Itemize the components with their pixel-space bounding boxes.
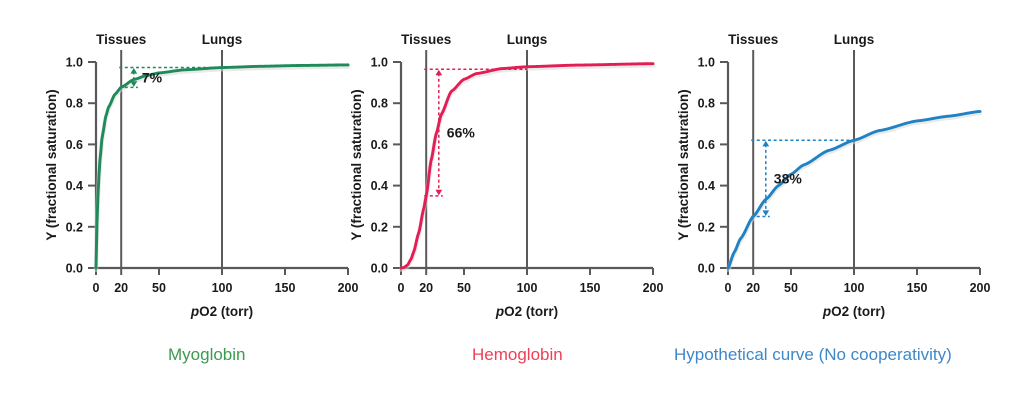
marker-label-lungs: Lungs — [834, 32, 875, 47]
y-tick-label: 0.2 — [371, 220, 388, 234]
caption-hemoglobin: Hemoglobin — [472, 345, 563, 364]
annotation-label: 7% — [142, 69, 163, 85]
axes-group: 0 20 50 100 150 200 0.0 0.2 0.4 0.6 0.8 1.0 — [66, 56, 359, 296]
y-tick-label: 1.0 — [371, 56, 388, 70]
x-axis-label: pO2 (torr) — [495, 304, 558, 319]
y-tick-label: 0.2 — [698, 220, 715, 234]
x-tick-label: 0 — [725, 281, 732, 295]
x-axis-label-italic: p — [495, 304, 504, 319]
x-tick-label: 20 — [114, 281, 128, 295]
x-tick-label: 200 — [338, 281, 359, 295]
y-tick-label: 0.6 — [66, 138, 83, 152]
caption-hypothetical: Hypothetical curve (No cooperativity) — [674, 345, 952, 364]
y-axis-label: Y (fractional saturation) — [349, 89, 364, 240]
y-tick-label: 0.4 — [698, 179, 715, 193]
captions-row: Myoglobin Hemoglobin Hypothetical curve … — [0, 340, 1014, 380]
y-tick-label: 0.4 — [371, 179, 388, 193]
annotation-label: 38% — [774, 170, 803, 186]
marker-label-tissues: Tissues — [96, 32, 146, 47]
y-tick-label: 0.6 — [698, 138, 715, 152]
x-axis-label-rest: O2 (torr) — [831, 304, 885, 319]
caption-myoglobin: Myoglobin — [168, 345, 246, 364]
annotation-label: 66% — [447, 125, 476, 141]
x-tick-label: 20 — [746, 281, 760, 295]
x-tick-label: 50 — [457, 281, 471, 295]
marker-label-lungs: Lungs — [202, 32, 243, 47]
annotation-arrowhead-down — [435, 189, 443, 196]
annotation-arrowhead-up — [130, 68, 138, 74]
x-tick-label: 200 — [643, 281, 664, 295]
x-axis-label-rest: O2 (torr) — [199, 304, 253, 319]
axes-group: 0 20 50 100 150 200 0.0 0.2 0.4 0.6 0.8 1.0 — [371, 56, 664, 296]
x-axis-label: pO2 (torr) — [190, 304, 253, 319]
charts-container: 0 20 50 100 150 200 0.0 0.2 0.4 0.6 0.8 1.0 pO2 (tor… — [40, 30, 992, 330]
x-tick-label: 200 — [970, 281, 991, 295]
chart-svg: 0 20 50 100 150 200 0.0 0.2 0.4 0.6 0.8 1.0 pO2 (tor… — [44, 32, 359, 319]
y-tick-label: 0.0 — [698, 262, 715, 276]
x-tick-label: 150 — [580, 281, 601, 295]
annotation-group: 7% — [119, 66, 222, 89]
annotation-arrowhead-up — [762, 140, 770, 147]
y-tick-label: 0.8 — [698, 97, 715, 111]
x-tick-label: 0 — [398, 281, 405, 295]
y-axis-label: Y (fractional saturation) — [44, 89, 59, 240]
chart-panel-hemoglobin: 0 20 50 100 150 200 0.0 0.2 0.4 0.6 0.8 1.0 pO2 (tor… — [345, 30, 665, 330]
y-tick-label: 0.8 — [66, 97, 83, 111]
annotation-arrowhead-down — [762, 210, 770, 216]
y-tick-label: 0.0 — [66, 262, 83, 276]
y-axis-label: Y (fractional saturation) — [676, 89, 691, 240]
y-tick-label: 1.0 — [66, 56, 83, 70]
x-tick-label: 50 — [784, 281, 798, 295]
axes-group: 0 20 50 100 150 200 0.0 0.2 0.4 0.6 0.8 1.0 — [698, 56, 991, 296]
x-tick-label: 20 — [419, 281, 433, 295]
x-tick-label: 100 — [212, 281, 233, 295]
y-tick-label: 0.2 — [66, 220, 83, 234]
x-tick-label: 100 — [517, 281, 538, 295]
y-tick-label: 0.6 — [371, 138, 388, 152]
chart-svg: 0 20 50 100 150 200 0.0 0.2 0.4 0.6 0.8 1.0 pO2 (tor… — [349, 32, 664, 319]
x-tick-label: 0 — [93, 281, 100, 295]
annotation-group: 66% — [424, 68, 527, 197]
annotation-arrowhead-down — [130, 81, 138, 87]
x-axis-label-rest: O2 (torr) — [504, 304, 558, 319]
curve-shadow — [93, 64, 351, 272]
x-axis-label: pO2 (torr) — [822, 304, 885, 319]
y-tick-label: 1.0 — [698, 56, 715, 70]
x-tick-label: 100 — [844, 281, 865, 295]
x-axis-label-italic: p — [822, 304, 831, 319]
marker-label-tissues: Tissues — [728, 32, 778, 47]
marker-label-tissues: Tissues — [401, 32, 451, 47]
x-tick-label: 150 — [907, 281, 928, 295]
chart-panel-hypothetical: 0 20 50 100 150 200 0.0 0.2 0.4 0.6 0.8 1.0 pO2 (tor… — [672, 30, 992, 330]
chart-panel-myoglobin: 0 20 50 100 150 200 0.0 0.2 0.4 0.6 0.8 1.0 pO2 (tor… — [40, 30, 360, 330]
y-tick-label: 0.0 — [371, 262, 388, 276]
x-axis-label-italic: p — [190, 304, 199, 319]
annotation-group: 38% — [751, 139, 854, 218]
x-tick-label: 50 — [152, 281, 166, 295]
x-tick-label: 150 — [275, 281, 296, 295]
marker-label-lungs: Lungs — [507, 32, 548, 47]
y-tick-label: 0.8 — [371, 97, 388, 111]
chart-svg: 0 20 50 100 150 200 0.0 0.2 0.4 0.6 0.8 1.0 pO2 (tor… — [676, 32, 991, 319]
y-tick-label: 0.4 — [66, 179, 83, 193]
annotation-arrowhead-up — [435, 69, 443, 76]
curve-hemoglobin — [399, 62, 655, 270]
